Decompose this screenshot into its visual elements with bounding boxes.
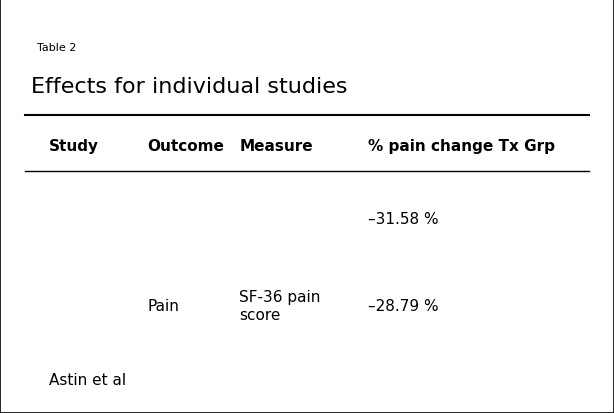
Text: Astin et al: Astin et al: [49, 373, 126, 387]
Text: Study: Study: [49, 139, 99, 154]
Text: Outcome: Outcome: [147, 139, 224, 154]
Text: % pain change Tx Grp: % pain change Tx Grp: [368, 139, 556, 154]
Text: Table 2: Table 2: [37, 43, 76, 53]
Text: –28.79 %: –28.79 %: [368, 298, 439, 313]
Text: Effects for individual studies: Effects for individual studies: [31, 76, 347, 96]
Text: Measure: Measure: [239, 139, 313, 154]
Text: Pain: Pain: [147, 298, 179, 313]
Text: –31.58 %: –31.58 %: [368, 211, 439, 226]
Text: SF-36 pain
score: SF-36 pain score: [239, 290, 321, 322]
